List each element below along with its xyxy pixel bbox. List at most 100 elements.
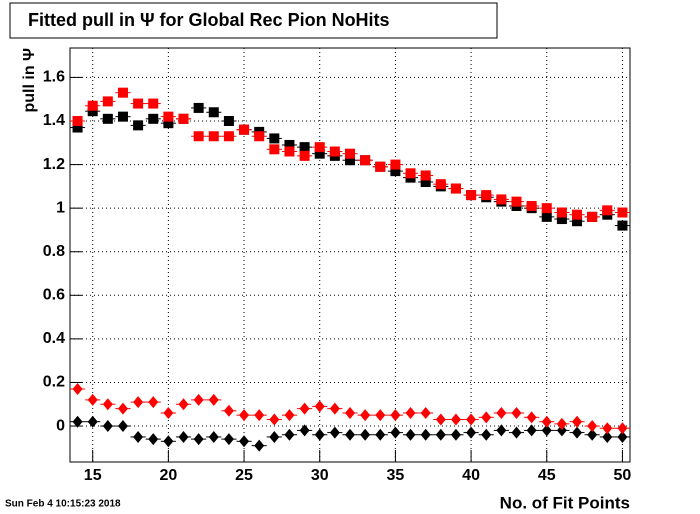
y-tick-label: 0 bbox=[56, 417, 65, 434]
marker bbox=[254, 131, 265, 142]
marker bbox=[72, 415, 83, 428]
y-axis-label: pull in Ψ bbox=[21, 48, 38, 113]
marker bbox=[556, 424, 567, 437]
marker bbox=[587, 428, 598, 441]
marker bbox=[148, 396, 159, 409]
marker bbox=[269, 133, 280, 144]
marker bbox=[314, 148, 325, 159]
marker bbox=[481, 190, 492, 201]
y-tick-label: 0.6 bbox=[43, 287, 65, 304]
marker bbox=[541, 211, 552, 222]
marker bbox=[360, 409, 371, 422]
marker bbox=[284, 139, 295, 150]
marker bbox=[617, 220, 628, 231]
marker bbox=[193, 393, 204, 406]
marker bbox=[602, 430, 613, 443]
x-tick-label: 40 bbox=[462, 467, 480, 484]
marker bbox=[617, 422, 628, 435]
title-box bbox=[9, 2, 498, 39]
x-tick-label: 15 bbox=[84, 467, 102, 484]
marker bbox=[269, 430, 280, 443]
y-tick-label: 0.2 bbox=[43, 374, 65, 391]
marker bbox=[617, 430, 628, 443]
marker bbox=[450, 428, 461, 441]
marker bbox=[390, 426, 401, 439]
marker bbox=[405, 428, 416, 441]
x-tick-label: 25 bbox=[235, 467, 253, 484]
marker bbox=[329, 402, 340, 415]
marker bbox=[117, 402, 128, 415]
marker bbox=[269, 413, 280, 426]
y-tick-label: 1.2 bbox=[43, 156, 65, 173]
marker bbox=[223, 404, 234, 417]
marker bbox=[496, 424, 507, 437]
marker bbox=[284, 146, 295, 157]
marker bbox=[87, 106, 98, 117]
marker bbox=[133, 98, 144, 109]
marker bbox=[345, 155, 355, 166]
marker bbox=[420, 177, 431, 188]
marker bbox=[178, 398, 189, 411]
marker bbox=[299, 402, 310, 415]
marker bbox=[72, 115, 83, 126]
y-tick-label: 1 bbox=[56, 199, 65, 216]
marker bbox=[87, 415, 98, 428]
x-tick-label: 20 bbox=[159, 467, 177, 484]
marker bbox=[390, 409, 401, 422]
marker bbox=[193, 433, 204, 446]
marker bbox=[102, 113, 113, 124]
marker bbox=[481, 411, 492, 424]
marker bbox=[133, 430, 144, 443]
marker bbox=[541, 424, 552, 437]
marker bbox=[496, 406, 507, 419]
marker bbox=[208, 107, 219, 118]
marker bbox=[345, 406, 355, 419]
marker bbox=[466, 426, 477, 439]
marker bbox=[405, 406, 416, 419]
marker bbox=[617, 207, 628, 218]
marker bbox=[405, 168, 416, 179]
marker bbox=[556, 207, 567, 218]
marker bbox=[223, 115, 234, 126]
marker bbox=[375, 161, 386, 172]
marker bbox=[602, 205, 613, 216]
marker bbox=[239, 124, 250, 135]
marker bbox=[556, 214, 567, 225]
marker bbox=[117, 420, 128, 433]
marker bbox=[223, 131, 234, 142]
marker bbox=[556, 417, 567, 430]
marker bbox=[329, 146, 340, 157]
marker bbox=[254, 409, 265, 422]
marker bbox=[314, 400, 325, 413]
x-axis-label: No. of Fit Points bbox=[500, 493, 630, 512]
marker bbox=[420, 406, 431, 419]
marker bbox=[163, 118, 174, 129]
marker bbox=[541, 415, 552, 428]
marker bbox=[239, 409, 250, 422]
marker bbox=[435, 428, 446, 441]
x-tick-label: 50 bbox=[614, 467, 632, 484]
marker bbox=[314, 428, 325, 441]
marker bbox=[375, 428, 386, 441]
x-tick-label: 45 bbox=[538, 467, 556, 484]
marker bbox=[450, 183, 461, 194]
marker bbox=[163, 406, 174, 419]
marker bbox=[572, 209, 583, 220]
marker bbox=[602, 422, 613, 435]
x-tick-label: 35 bbox=[387, 467, 405, 484]
marker bbox=[329, 426, 340, 439]
marker bbox=[299, 142, 310, 153]
marker bbox=[572, 216, 583, 227]
marker bbox=[102, 398, 113, 411]
marker bbox=[269, 144, 280, 155]
marker bbox=[178, 113, 189, 124]
marker bbox=[208, 393, 219, 406]
marker bbox=[72, 122, 83, 133]
marker bbox=[375, 409, 386, 422]
marker bbox=[102, 420, 113, 433]
marker bbox=[526, 200, 537, 211]
marker bbox=[102, 96, 113, 107]
marker bbox=[148, 433, 159, 446]
marker bbox=[117, 111, 128, 122]
